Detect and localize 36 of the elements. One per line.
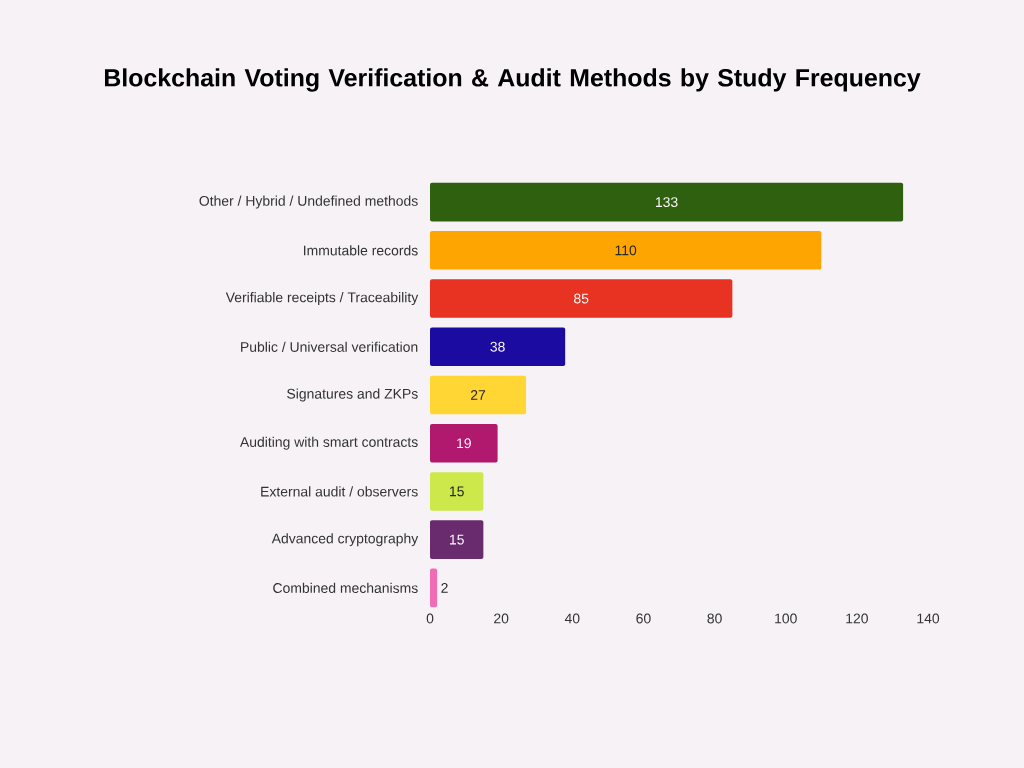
data-label: 15: [449, 486, 464, 497]
y-tick-label: External audit / observers: [261, 486, 418, 497]
bar: [430, 231, 822, 270]
data-label: 85: [574, 293, 589, 304]
x-tick-label: 80: [707, 613, 722, 624]
x-tick-label: 100: [775, 613, 797, 624]
y-tick-label: Verifiable receipts / Traceability: [225, 292, 419, 306]
x-tick-label: 0: [426, 613, 434, 624]
y-tick-label: Immutable records: [304, 245, 418, 256]
bar: [430, 520, 484, 559]
chart-title: Blockchain Voting Verification & Audit Methods by Study Frequency: [104, 68, 921, 92]
data-label: 15: [449, 534, 464, 545]
x-tick-label: 120: [846, 613, 868, 624]
data-label: 19: [457, 438, 471, 449]
y-tick-label: Public / Universal verification: [241, 341, 418, 352]
data-label: 110: [615, 245, 637, 256]
bar: [430, 472, 484, 511]
bar: [430, 568, 438, 608]
x-tick-label: 140: [917, 613, 940, 624]
bar: [430, 375, 527, 415]
x-tick-label: 20: [494, 613, 509, 624]
x-tick-label: 40: [564, 613, 580, 624]
data-label: 133: [655, 197, 678, 208]
y-tick-label: Advanced cryptography: [271, 533, 419, 547]
bar: [430, 279, 733, 318]
y-tick-label: Other / Hybrid / Undefined methods: [199, 195, 418, 209]
data-label: 38: [490, 341, 505, 352]
y-tick-label: Combined mechanisms: [273, 582, 418, 594]
data-label: 2: [441, 583, 448, 593]
data-label: 27: [470, 390, 486, 400]
y-tick-label: Signatures and ZKPs: [287, 388, 418, 402]
x-tick-label: 60: [636, 613, 651, 624]
bar: [430, 327, 566, 367]
bar: [430, 423, 498, 463]
bar: [430, 182, 904, 222]
y-tick-label: Auditing with smart contracts: [239, 436, 418, 450]
